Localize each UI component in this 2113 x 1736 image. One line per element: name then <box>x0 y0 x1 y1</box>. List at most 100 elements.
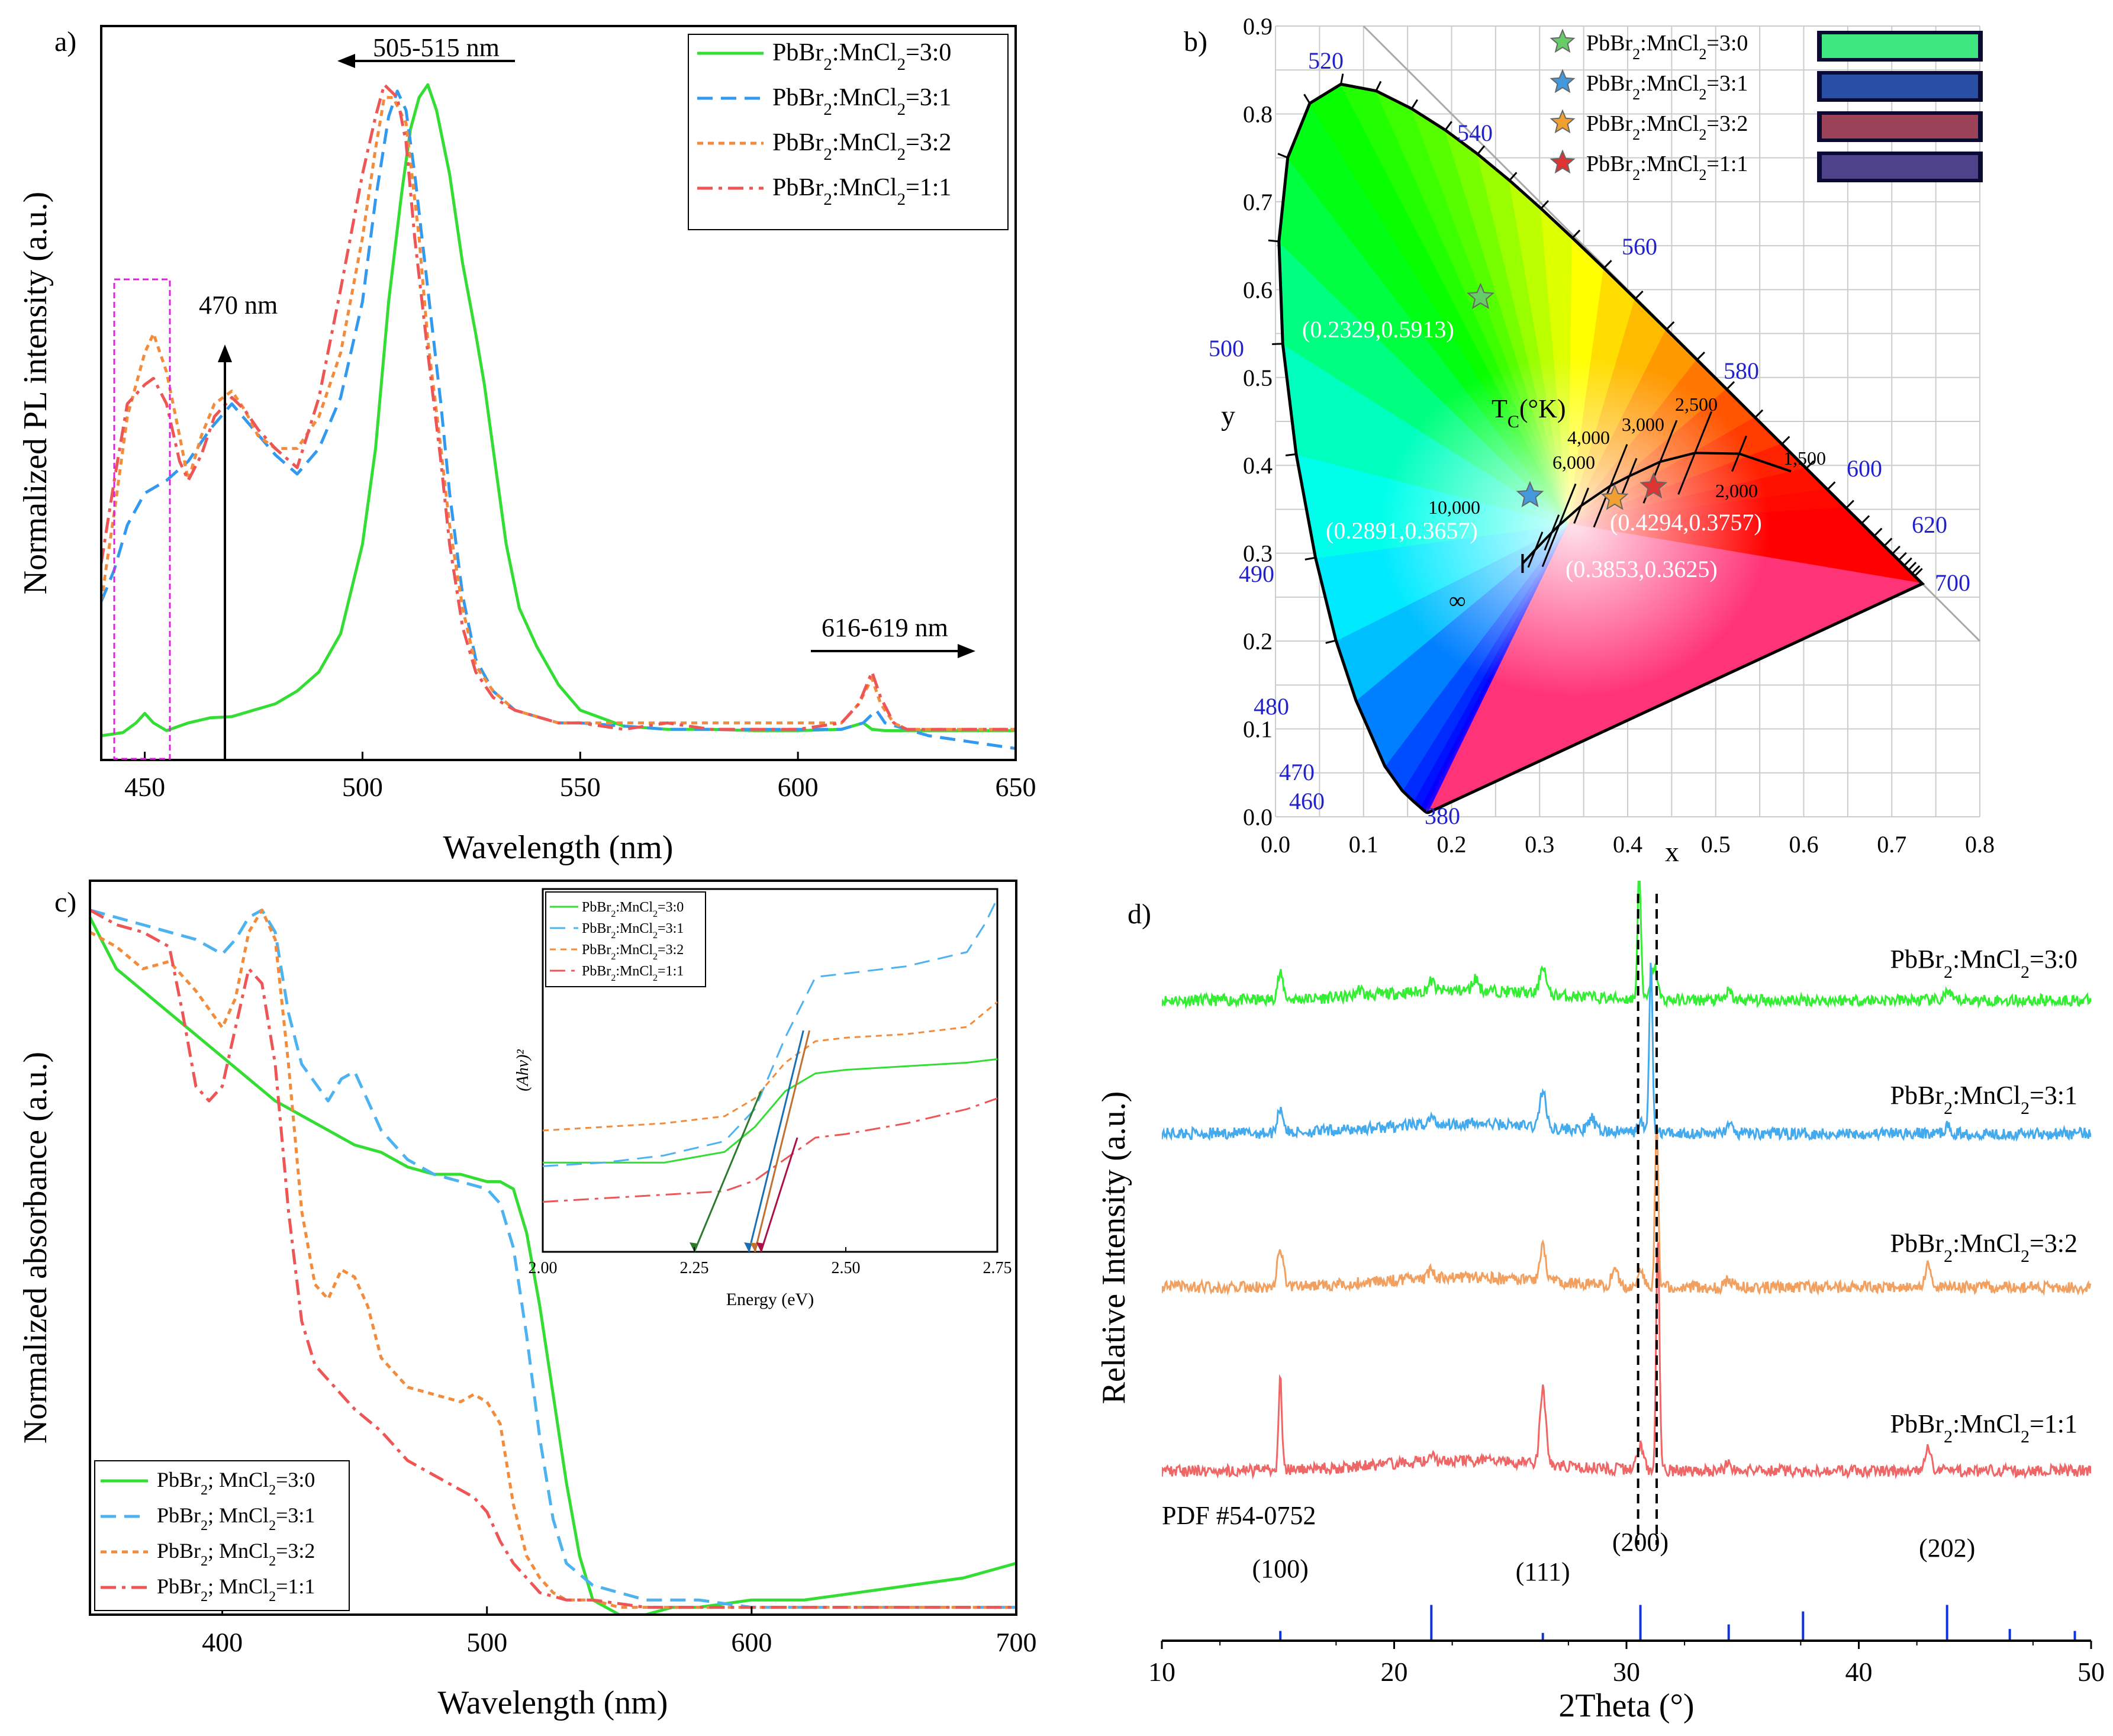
x-tick-label-0: 400 <box>202 1627 243 1657</box>
panel-d-x-ticks: 10 20 30 40 50 <box>1148 1641 2105 1687</box>
wavelength-label-700: 700 <box>1935 569 1970 596</box>
miller-label-2: (200) <box>1612 1528 1669 1557</box>
cie-point-0 <box>1467 282 1494 310</box>
panel-a-curves <box>101 83 1016 751</box>
legend-photo-1 <box>1822 75 1978 98</box>
spectral-tick <box>1477 145 1486 155</box>
panel-b-legend: PbBr2:MnCl2=3:0 PbBr2:MnCl2=3:1 PbBr2:MnCl… <box>1550 28 1983 183</box>
cct-label-5: 2,000 <box>1715 480 1758 501</box>
spectral-tick <box>1754 409 1764 418</box>
cct-label-6: 1,500 <box>1783 447 1826 469</box>
miller-label-0: (100) <box>1252 1554 1309 1583</box>
xrd-series-label-0: PbBr2:MnCl2=3:0 <box>1890 945 2077 982</box>
spectral-tick <box>1911 565 1921 574</box>
spectral-tick <box>1873 527 1883 537</box>
cct-label-0: 10,000 <box>1428 497 1480 518</box>
panel-a-pl-spectra: a) 450 500 550 600 650 Wavelength (nm) Norma… <box>17 25 1036 866</box>
inset-tick-label-3: 2.75 <box>983 1259 1012 1277</box>
white-point-glow <box>1379 355 1770 699</box>
wavelength-label-520: 520 <box>1308 47 1344 74</box>
spectral-tick <box>1696 351 1705 360</box>
annotation-505-515: 505-515 nm <box>373 33 500 62</box>
isotherm-tick <box>1731 435 1747 472</box>
panel-a-legend: PbBr2:MnCl2=3:0 PbBr2:MnCl2=3:1 PbBr2:MnCl… <box>688 34 1009 230</box>
panel-d-xrd: d) PbBr2:MnCl2=3:0PbBr2:MnCl2=3:1PbBr2:M… <box>1096 881 2105 1724</box>
tauc-series-2 <box>543 1001 997 1132</box>
spectral-tick <box>1410 99 1419 109</box>
inset-tick-label-1: 2.25 <box>680 1259 709 1277</box>
wavelength-label-480: 480 <box>1254 693 1289 720</box>
infinity-label: ∞ <box>1449 587 1466 614</box>
wavelength-label-600: 600 <box>1847 455 1882 482</box>
panel-c-label: c) <box>54 887 76 918</box>
panel-c-frame <box>89 880 1017 1616</box>
wavelength-label-540: 540 <box>1457 120 1493 146</box>
legend-label-1: PbBr2; MnCl2=3:1 <box>157 1503 315 1534</box>
panel-b-label: b) <box>1184 26 1207 57</box>
cie-point-label-2: (0.3853,0.3625) <box>1566 556 1718 582</box>
spectral-tick <box>1571 229 1581 239</box>
legend-label-2: PbBr2:MnCl2=3:2 <box>772 129 951 164</box>
panel-c-inset-tauc: 2.00 2.25 2.50 2.75 Energy (eV) (Ahv)² PbBr2:M… <box>514 888 1012 1309</box>
x-tick-label-0: 450 <box>124 772 165 802</box>
spectral-tick <box>1375 80 1382 92</box>
inset-legend-label-0: PbBr2:MnCl2=3:0 <box>582 900 684 919</box>
legend-star-0 <box>1550 28 1576 53</box>
spectral-tick <box>1726 381 1735 390</box>
locus-outline <box>1277 82 1925 814</box>
cct-label-4: 2,500 <box>1675 394 1718 415</box>
isotherm-tick <box>1544 514 1560 551</box>
x-tick-label-2: 600 <box>731 1627 772 1657</box>
xrd-series-0 <box>1162 881 2091 1010</box>
legend-label-3: PbBr2; MnCl2=1:1 <box>157 1574 315 1605</box>
y-tick-label-9: 0.9 <box>1243 13 1273 40</box>
isotherm-tick <box>1677 411 1713 495</box>
spectral-tick <box>1277 153 1289 159</box>
panel-d-x-axis-label: 2Theta (°) <box>1558 1687 1694 1724</box>
spectral-tick <box>1285 453 1297 457</box>
tauc-series-0 <box>543 1058 997 1164</box>
y-tick-label-8: 0.8 <box>1243 101 1273 127</box>
x-tick-label-4: 50 <box>2077 1657 2105 1687</box>
arrow-616-619-head <box>958 644 975 658</box>
x-tick-label-2: 550 <box>560 772 601 802</box>
legend-photo-3 <box>1822 155 1978 179</box>
arrow-470nm-head <box>218 344 232 362</box>
panel-a-y-axis-label: Normalized PL intensity (a.u.) <box>17 192 54 595</box>
xrd-series-1 <box>1162 962 2091 1142</box>
inset-legend-label-3: PbBr2:MnCl2=1:1 <box>582 964 684 983</box>
panel-c-absorbance: c) 400 500 600 700 Wavelength (nm) Normaliz… <box>17 880 1037 1721</box>
spectral-tick <box>1540 200 1550 210</box>
inset-legend-label-1: PbBr2:MnCl2=3:1 <box>582 921 684 941</box>
tauc-series-3 <box>543 1097 997 1203</box>
wavelength-label-620: 620 <box>1912 511 1947 538</box>
legend-label-1: PbBr2:MnCl2=3:1 <box>1586 71 1748 103</box>
spectral-tick <box>1603 260 1612 269</box>
panel-c-legend: PbBr2; MnCl2=3:0 PbBr2; MnCl2=3:1 PbBr2; M… <box>94 1460 350 1611</box>
miller-label-3: (202) <box>1919 1534 1975 1563</box>
spectral-tick <box>1903 557 1912 566</box>
spectral-tick <box>1268 239 1279 243</box>
spectral-tick <box>1444 121 1452 131</box>
panel-b-x-axis-label: x <box>1665 836 1679 868</box>
cie-point-label-0: (0.2329,0.5913) <box>1302 316 1454 343</box>
wavelength-label-470: 470 <box>1279 759 1315 785</box>
cie-point-2 <box>1600 484 1629 510</box>
panel-c-x-ticks: 400 500 600 700 <box>202 1606 1037 1657</box>
legend-star-3 <box>1550 149 1576 174</box>
xrd-series-label-1: PbBr2:MnCl2=3:1 <box>1890 1081 2077 1118</box>
wavelength-label-460: 460 <box>1289 788 1325 814</box>
spectral-tick <box>1303 94 1311 104</box>
inset-tick-label-2: 2.50 <box>832 1259 861 1277</box>
miller-label-1: (111) <box>1516 1557 1570 1586</box>
panel-b-ticks: 0.0 0.1 0.2 0.3 0.4 0.5 0.6 0.7 0.8 0.0 0.1 0.2 0.3 0… <box>1209 13 1995 858</box>
tangent-line-2 <box>753 1030 811 1252</box>
panel-d-label: d) <box>1128 898 1151 930</box>
y-tick-label-4: 0.4 <box>1243 452 1273 479</box>
abs-series-3 <box>90 909 1016 1609</box>
cie-point-label-3: (0.4294,0.3757) <box>1610 509 1762 536</box>
x-tick-label-4: 0.4 <box>1613 831 1642 858</box>
x-tick-label-1: 20 <box>1381 1657 1408 1687</box>
cct-label-3: 3,000 <box>1622 414 1664 435</box>
legend-box <box>94 1460 350 1611</box>
